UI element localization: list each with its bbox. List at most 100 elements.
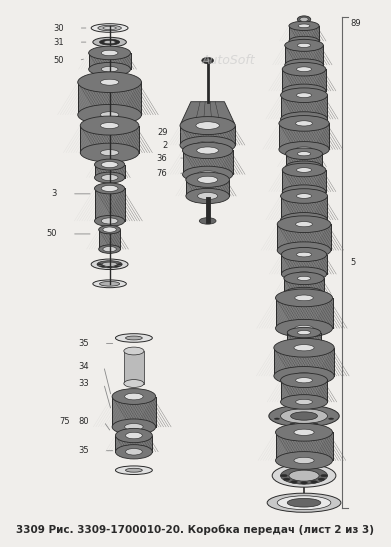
Ellipse shape	[78, 72, 142, 92]
Ellipse shape	[287, 338, 321, 348]
Ellipse shape	[298, 24, 310, 28]
Polygon shape	[180, 126, 235, 145]
Ellipse shape	[95, 216, 125, 226]
Ellipse shape	[296, 147, 312, 152]
Text: 50: 50	[53, 56, 63, 65]
Text: 5: 5	[350, 258, 355, 266]
Ellipse shape	[95, 159, 125, 170]
Ellipse shape	[281, 394, 328, 409]
Polygon shape	[282, 170, 326, 191]
Polygon shape	[186, 180, 230, 196]
Ellipse shape	[296, 377, 312, 383]
Ellipse shape	[126, 449, 142, 455]
Polygon shape	[112, 397, 156, 427]
Polygon shape	[282, 69, 326, 91]
Ellipse shape	[125, 393, 143, 400]
Ellipse shape	[291, 481, 297, 483]
Ellipse shape	[285, 59, 323, 71]
Polygon shape	[285, 154, 323, 167]
Text: 50: 50	[46, 229, 57, 238]
Ellipse shape	[285, 39, 323, 51]
Ellipse shape	[297, 63, 311, 67]
Ellipse shape	[103, 247, 116, 252]
Ellipse shape	[296, 399, 312, 405]
Ellipse shape	[285, 148, 323, 160]
Polygon shape	[279, 124, 329, 149]
Text: 34: 34	[78, 362, 89, 371]
Ellipse shape	[297, 292, 311, 295]
Ellipse shape	[101, 67, 118, 72]
Ellipse shape	[93, 37, 126, 47]
Ellipse shape	[296, 93, 312, 97]
Ellipse shape	[196, 122, 219, 129]
Ellipse shape	[98, 25, 121, 31]
Ellipse shape	[297, 152, 311, 156]
Ellipse shape	[100, 266, 104, 267]
Ellipse shape	[99, 225, 120, 234]
Ellipse shape	[295, 325, 313, 331]
Ellipse shape	[95, 172, 125, 183]
Text: 80: 80	[78, 417, 89, 426]
Ellipse shape	[279, 142, 329, 157]
Polygon shape	[95, 188, 125, 221]
Polygon shape	[277, 224, 331, 250]
Ellipse shape	[311, 481, 317, 483]
Text: 35: 35	[78, 446, 89, 455]
Ellipse shape	[281, 213, 328, 227]
Ellipse shape	[115, 334, 152, 342]
Ellipse shape	[101, 185, 118, 191]
Ellipse shape	[296, 121, 312, 126]
Ellipse shape	[100, 282, 120, 286]
Text: 2: 2	[162, 141, 167, 149]
Text: AutoSoft: AutoSoft	[201, 54, 255, 67]
Ellipse shape	[301, 482, 307, 484]
Ellipse shape	[101, 50, 118, 56]
Ellipse shape	[186, 172, 230, 188]
Ellipse shape	[284, 287, 324, 300]
Ellipse shape	[102, 262, 117, 266]
Ellipse shape	[283, 478, 290, 480]
Ellipse shape	[291, 412, 317, 420]
Ellipse shape	[297, 165, 311, 169]
Ellipse shape	[284, 272, 324, 284]
Ellipse shape	[296, 272, 312, 276]
Ellipse shape	[281, 409, 328, 423]
Polygon shape	[281, 95, 328, 119]
Ellipse shape	[285, 161, 323, 172]
Ellipse shape	[282, 163, 326, 177]
Ellipse shape	[281, 474, 287, 477]
Ellipse shape	[267, 493, 341, 513]
Ellipse shape	[296, 218, 312, 222]
Ellipse shape	[100, 123, 119, 129]
Ellipse shape	[104, 40, 115, 44]
Ellipse shape	[126, 432, 142, 439]
Ellipse shape	[281, 88, 328, 102]
Ellipse shape	[321, 474, 328, 477]
Ellipse shape	[183, 166, 233, 183]
Polygon shape	[78, 82, 142, 115]
Ellipse shape	[281, 467, 328, 484]
Text: 75: 75	[59, 417, 70, 426]
Ellipse shape	[108, 266, 112, 267]
Polygon shape	[281, 196, 328, 220]
Ellipse shape	[97, 261, 122, 268]
Ellipse shape	[318, 478, 325, 480]
Ellipse shape	[118, 264, 122, 265]
Ellipse shape	[100, 39, 120, 45]
Ellipse shape	[202, 57, 213, 63]
Ellipse shape	[272, 464, 336, 487]
Ellipse shape	[296, 222, 312, 227]
Ellipse shape	[91, 259, 128, 270]
Ellipse shape	[296, 167, 312, 172]
Text: 76: 76	[157, 168, 167, 178]
Ellipse shape	[295, 295, 313, 301]
Polygon shape	[284, 278, 324, 294]
Ellipse shape	[112, 388, 156, 404]
Ellipse shape	[279, 115, 329, 131]
Text: 35: 35	[78, 339, 89, 348]
Ellipse shape	[276, 319, 332, 337]
Ellipse shape	[180, 136, 235, 154]
Ellipse shape	[80, 143, 139, 162]
Ellipse shape	[93, 280, 126, 288]
Ellipse shape	[277, 242, 331, 259]
